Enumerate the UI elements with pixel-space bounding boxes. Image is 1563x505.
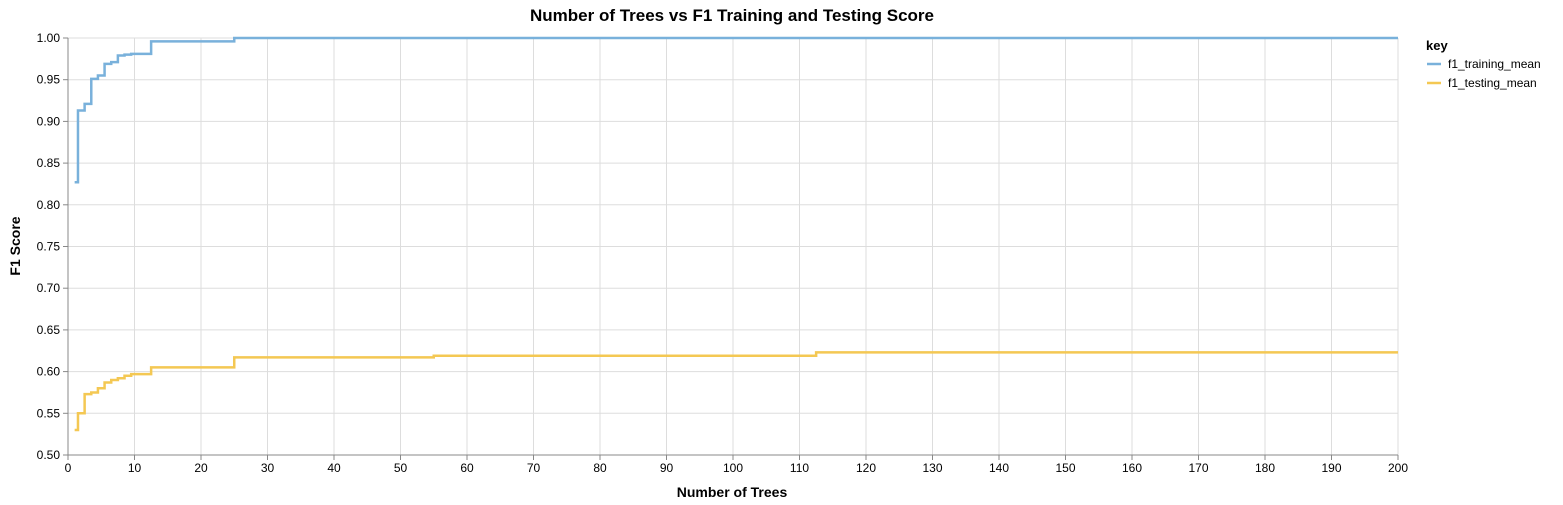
x-tick-label: 170 (1188, 461, 1208, 475)
x-tick-label: 190 (1321, 461, 1341, 475)
series-line-f1_testing_mean (74, 351, 1398, 432)
x-tick-label: 140 (989, 461, 1009, 475)
x-tick-label: 20 (194, 461, 208, 475)
x-tick-label: 130 (922, 461, 942, 475)
x-tick-label: 60 (460, 461, 474, 475)
grid (67, 37, 1399, 456)
x-tick-label: 80 (593, 461, 607, 475)
x-tick-label: 150 (1055, 461, 1075, 475)
x-axis-title: Number of Trees (677, 484, 788, 500)
x-tick-label: 30 (261, 461, 275, 475)
y-tick-label: 0.85 (37, 156, 61, 170)
legend: key f1_training_mean f1_testing_mean (1426, 38, 1541, 90)
y-axis-title: F1 Score (7, 216, 23, 275)
legend-label-f1_training_mean: f1_training_mean (1448, 57, 1541, 71)
x-tick-label: 160 (1122, 461, 1142, 475)
x-tick-label: 200 (1388, 461, 1408, 475)
x-tick-label: 0 (65, 461, 72, 475)
x-tick-label: 120 (856, 461, 876, 475)
y-tick-label: 0.80 (37, 198, 61, 212)
legend-label-f1_testing_mean: f1_testing_mean (1448, 76, 1537, 90)
x-tick-label: 10 (128, 461, 142, 475)
y-tick-label: 0.60 (37, 365, 61, 379)
x-tick-label: 100 (723, 461, 743, 475)
y-tick-label: 0.90 (37, 114, 61, 128)
legend-title: key (1426, 38, 1448, 53)
y-tick-label: 0.95 (37, 73, 61, 87)
axes: 0 10 20 30 40 50 60 70 80 90 100 110 120 130 140 150 160… (37, 31, 1409, 475)
x-tick-label: 50 (394, 461, 408, 475)
x-tick-label: 110 (790, 461, 809, 475)
x-tick-label: 180 (1255, 461, 1275, 475)
y-tick-label: 0.65 (37, 323, 61, 337)
x-tick-label: 40 (327, 461, 341, 475)
y-tick-label: 0.55 (37, 406, 61, 420)
y-tick-label: 0.70 (37, 281, 61, 295)
series-line-f1_training_mean (74, 36, 1398, 184)
x-tick-label: 90 (660, 461, 674, 475)
y-tick-label: 1.00 (37, 31, 61, 45)
x-tick-label: 70 (527, 461, 541, 475)
y-tick-label: 0.75 (37, 240, 61, 254)
chart-title: Number of Trees vs F1 Training and Testi… (530, 6, 934, 25)
y-tick-label: 0.50 (37, 448, 61, 462)
series-layer (74, 36, 1398, 432)
